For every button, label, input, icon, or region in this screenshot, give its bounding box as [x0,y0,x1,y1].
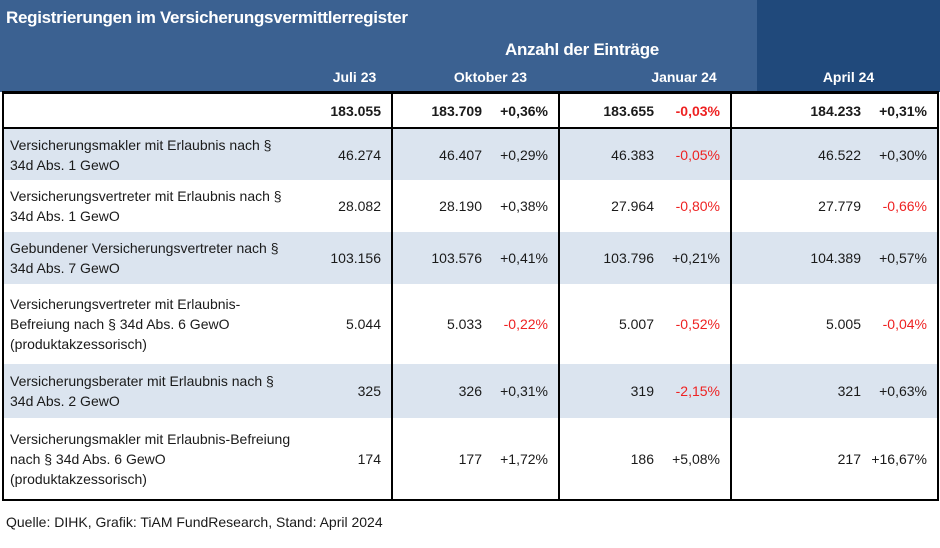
col-header-oktober: Oktober 23 [453,69,528,85]
header-band [0,0,757,92]
value: 174 [357,450,381,467]
table-row: Versicherungsberater mit Erlaubnis nach … [2,364,939,418]
value: 28.190 [439,198,482,214]
change-percent: +0,38% [500,198,548,214]
value: 27.779 [818,198,861,214]
row-label: Versicherungsberater mit Erlaubnis nach … [2,364,301,418]
value: 319 [630,383,654,399]
row-label: Versicherungsvertreter mit Erlaubnis nac… [2,180,301,232]
value: 217 [837,450,861,467]
row-label: Versicherungsmakler mit Erlaubnis nach §… [2,128,301,180]
value: 103.796 [603,250,654,266]
table-row: 183.055 183.709 +0,36% 183.655 -0,03% 184.… [2,91,939,129]
change-percent: -0,22% [503,316,548,332]
change-percent: -2,15% [675,383,720,399]
col-header-juli: Juli 23 [332,69,377,85]
change-percent: +0,41% [500,250,548,266]
value: 321 [837,383,861,399]
value: 46.383 [611,146,654,163]
change-percent: -0,05% [675,146,720,163]
change-percent: +0,31% [879,102,927,119]
value: 177 [458,450,482,467]
value: 325 [357,383,381,399]
value: 183.055 [330,102,381,119]
table-title: Registrierungen im Versicherungsvermittl… [6,8,408,27]
value: 5.033 [446,316,482,332]
value: 27.964 [611,198,654,214]
value: 104.389 [810,250,861,266]
value: 5.005 [825,316,861,332]
table-row: Versicherungsmakler mit Erlaubnis-Befrei… [2,418,939,501]
change-percent: +0,63% [879,383,927,399]
value: 46.274 [338,146,381,163]
value: 183.709 [431,102,482,119]
change-percent: -0,52% [675,316,720,332]
value: 183.655 [603,102,654,119]
value: 103.156 [330,250,381,266]
change-percent: +0,29% [500,146,548,163]
row-label [2,91,301,129]
value: 103.576 [431,250,482,266]
change-percent: -0,03% [675,102,720,119]
table-row: Gebundener Versicherungsvertreter nach §… [2,232,939,284]
change-percent: +0,21% [672,250,720,266]
value: 184.233 [810,102,861,119]
value: 28.082 [338,198,381,214]
header-band-april [757,0,940,92]
row-label: Versicherungsvertreter mit Erlaubnis-Bef… [2,284,301,364]
value: 46.407 [439,146,482,163]
value: 46.522 [818,146,861,163]
row-label: Versicherungsmakler mit Erlaubnis-Befrei… [2,418,301,501]
value: 186 [630,450,654,467]
change-percent: +0,31% [500,383,548,399]
table-row: Versicherungsmakler mit Erlaubnis nach §… [2,128,939,180]
data-table: 183.055 183.709 +0,36% 183.655 -0,03% 184.… [2,91,939,501]
change-percent: +0,57% [879,250,927,266]
value: 326 [458,383,482,399]
change-percent: -0,80% [675,198,720,214]
row-label: Gebundener Versicherungsvertreter nach §… [2,232,301,284]
change-percent: -0,66% [882,198,927,214]
col-header-april: April 24 [822,69,875,85]
table-row: Versicherungsvertreter mit Erlaubnis-Bef… [2,284,939,364]
change-percent: +16,67% [871,450,927,467]
change-percent: +5,08% [672,450,720,467]
change-percent: -0,04% [882,316,927,332]
value: 5.044 [345,316,381,332]
change-percent: +1,72% [500,450,548,467]
table-row: Versicherungsvertreter mit Erlaubnis nac… [2,180,939,232]
col-header-januar: Januar 24 [651,69,717,85]
source-note: Quelle: DIHK, Grafik: TiAM FundResearch,… [6,514,383,530]
table-subtitle: Anzahl der Einträge [505,40,659,59]
change-percent: +0,36% [500,102,548,119]
value: 5.007 [618,316,654,332]
change-percent: +0,30% [879,146,927,163]
